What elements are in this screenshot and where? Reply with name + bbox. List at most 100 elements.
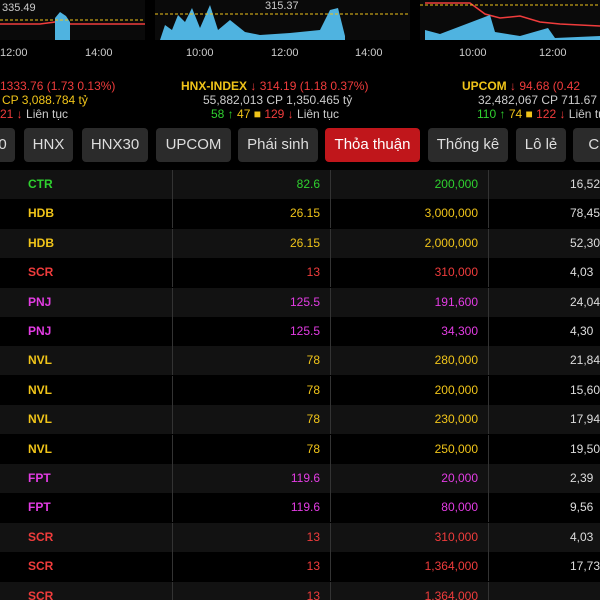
- status: Liên tục: [26, 107, 69, 121]
- symbol: SCR: [28, 559, 54, 574]
- table-row: HDB 26.15 2,000,000 52,30: [0, 228, 600, 258]
- table-row: HDB 26.15 3,000,000 78,45: [0, 199, 600, 229]
- column-divider: [330, 228, 331, 258]
- column-divider: [488, 346, 489, 376]
- value: 15,60: [570, 382, 600, 397]
- index-breadth: 21 ↓ Liên tục: [0, 107, 68, 121]
- price: 119.6: [290, 500, 320, 515]
- column-divider: [172, 552, 173, 582]
- column-divider: [330, 375, 331, 405]
- mini-charts: [0, 0, 600, 40]
- symbol: PNJ: [28, 324, 52, 338]
- value: 16,52: [570, 177, 600, 191]
- table-row: PNJ 125.5 34,300 4,30: [0, 317, 600, 346]
- table-row: FPT 119.6 20,000 2,39: [0, 464, 600, 493]
- symbol: NVL: [28, 382, 52, 397]
- symbol: HDB: [28, 235, 54, 250]
- column-divider: [488, 552, 489, 582]
- column-divider: [488, 287, 489, 317]
- table-row: NVL 78 200,000 15,60: [0, 375, 600, 405]
- column-divider: [488, 464, 489, 493]
- volume: 20,000: [441, 471, 478, 485]
- column-divider: [330, 434, 331, 464]
- index-header: HNX-INDEX ↓ 314.19 (1.18 0.37%): [181, 79, 368, 93]
- value: 78,45: [570, 206, 600, 221]
- index-name: UPCOM: [462, 79, 507, 93]
- column-divider: [172, 405, 173, 435]
- volume: 2,000,000: [424, 235, 478, 250]
- price: 13: [306, 588, 320, 600]
- tab[interactable]: Thống kê: [428, 128, 508, 162]
- price: 125.5: [289, 324, 320, 338]
- tab[interactable]: UPCOM: [156, 128, 231, 162]
- index-breadth: 110 ↑ 74 ■ 122 ↓ Liên tục: [477, 107, 600, 121]
- column-divider: [172, 581, 173, 600]
- down-count: 129 ↓: [264, 107, 294, 121]
- time-label: 14:00: [85, 47, 113, 59]
- down-count: 122 ↓: [536, 107, 566, 121]
- up-count: 58 ↑: [211, 107, 234, 121]
- table-row: PNJ 125.5 191,600 24,04: [0, 287, 600, 317]
- column-divider: [330, 346, 331, 376]
- column-divider: [330, 317, 331, 346]
- column-divider: [330, 287, 331, 317]
- column-divider: [488, 228, 489, 258]
- table-row: SCR 13 1,364,000 17,73: [0, 552, 600, 582]
- tab[interactable]: Thỏa thuận: [325, 128, 420, 162]
- table-row: SCR 13 310,000 4,03: [0, 258, 600, 288]
- value: 19,50: [570, 441, 600, 456]
- tab[interactable]: Phái sinh: [238, 128, 318, 162]
- column-divider: [172, 199, 173, 229]
- value: 4,03: [570, 265, 594, 280]
- symbol: NVL: [28, 353, 52, 368]
- tab[interactable]: HNX30: [82, 128, 148, 162]
- column-divider: [172, 258, 173, 288]
- column-divider: [488, 581, 489, 600]
- symbol: NVL: [28, 412, 52, 427]
- column-divider: [488, 170, 489, 199]
- table-row: NVL 78 280,000 21,84: [0, 346, 600, 376]
- index-name: HNX-INDEX: [181, 79, 248, 93]
- value: 4,30: [570, 324, 594, 338]
- price: 26.15: [289, 206, 320, 221]
- column-divider: [172, 493, 173, 523]
- price: 26.15: [289, 235, 320, 250]
- volume: 200,000: [434, 177, 478, 191]
- value: 4,03: [570, 529, 594, 544]
- table-row: FPT 119.6 80,000 9,56: [0, 493, 600, 523]
- time-label: 12:00: [0, 47, 28, 59]
- tab[interactable]: HNX: [24, 128, 73, 162]
- value: 17,94: [570, 412, 600, 427]
- value: 52,30: [570, 235, 600, 250]
- volume: 310,000: [434, 529, 478, 544]
- column-divider: [330, 493, 331, 523]
- price: 119.6: [290, 471, 320, 485]
- index-change: ↓ 314.19 (1.18 0.37%): [250, 79, 369, 93]
- column-divider: [330, 552, 331, 582]
- time-label: 12:00: [271, 47, 299, 59]
- index-volume: 32,482,067 CP 711.67: [478, 93, 597, 107]
- table-row: NVL 78 230,000 17,94: [0, 405, 600, 435]
- tab[interactable]: 0: [0, 128, 15, 162]
- column-divider: [172, 317, 173, 346]
- flat-count: 74 ■: [508, 107, 533, 121]
- value: 9,56: [570, 500, 594, 515]
- table-row: CTR 82.6 200,000 16,52: [0, 170, 600, 199]
- column-divider: [330, 581, 331, 600]
- time-label: 14:00: [355, 47, 383, 59]
- tab[interactable]: Ch: [573, 128, 600, 162]
- deal-table: CTR 82.6 200,000 16,52 HDB 26.15 3,000,000 78,4…: [0, 170, 600, 600]
- price: 78: [306, 412, 320, 427]
- volume-area: [425, 15, 600, 40]
- column-divider: [488, 434, 489, 464]
- volume: 280,000: [434, 353, 478, 368]
- symbol: PNJ: [28, 294, 52, 309]
- chart-price-label: 335.49: [2, 2, 36, 14]
- column-divider: [488, 493, 489, 523]
- volume: 230,000: [434, 412, 478, 427]
- tab[interactable]: Lô lẻ: [516, 128, 566, 162]
- table-row: SCR 13 310,000 4,03: [0, 522, 600, 552]
- price: 78: [306, 353, 320, 368]
